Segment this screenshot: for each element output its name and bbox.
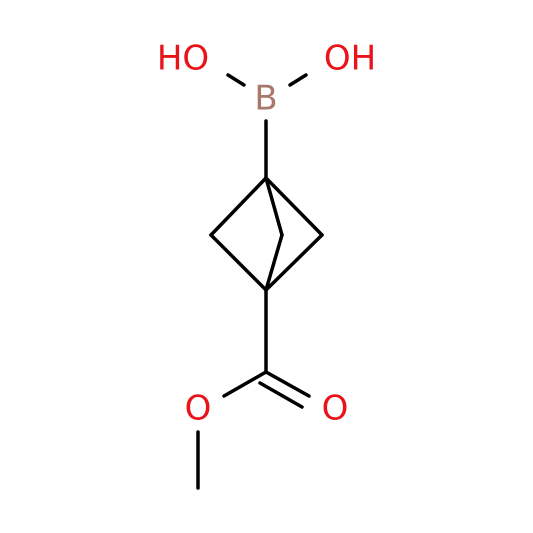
atom-label: OH (324, 39, 376, 79)
bond (209, 176, 268, 237)
atom-label: O (322, 389, 349, 429)
bond (264, 176, 324, 237)
bond (264, 370, 311, 398)
atom-label: HO (157, 39, 209, 79)
bond (222, 370, 268, 398)
bond (264, 233, 284, 292)
atom-label: O (185, 389, 212, 429)
atom-label: B (254, 79, 277, 119)
bond (226, 73, 246, 87)
bond (288, 73, 308, 87)
bond (264, 176, 284, 237)
bond (264, 233, 324, 292)
bond (209, 233, 268, 292)
bonds (196, 73, 324, 490)
bond (258, 381, 304, 409)
